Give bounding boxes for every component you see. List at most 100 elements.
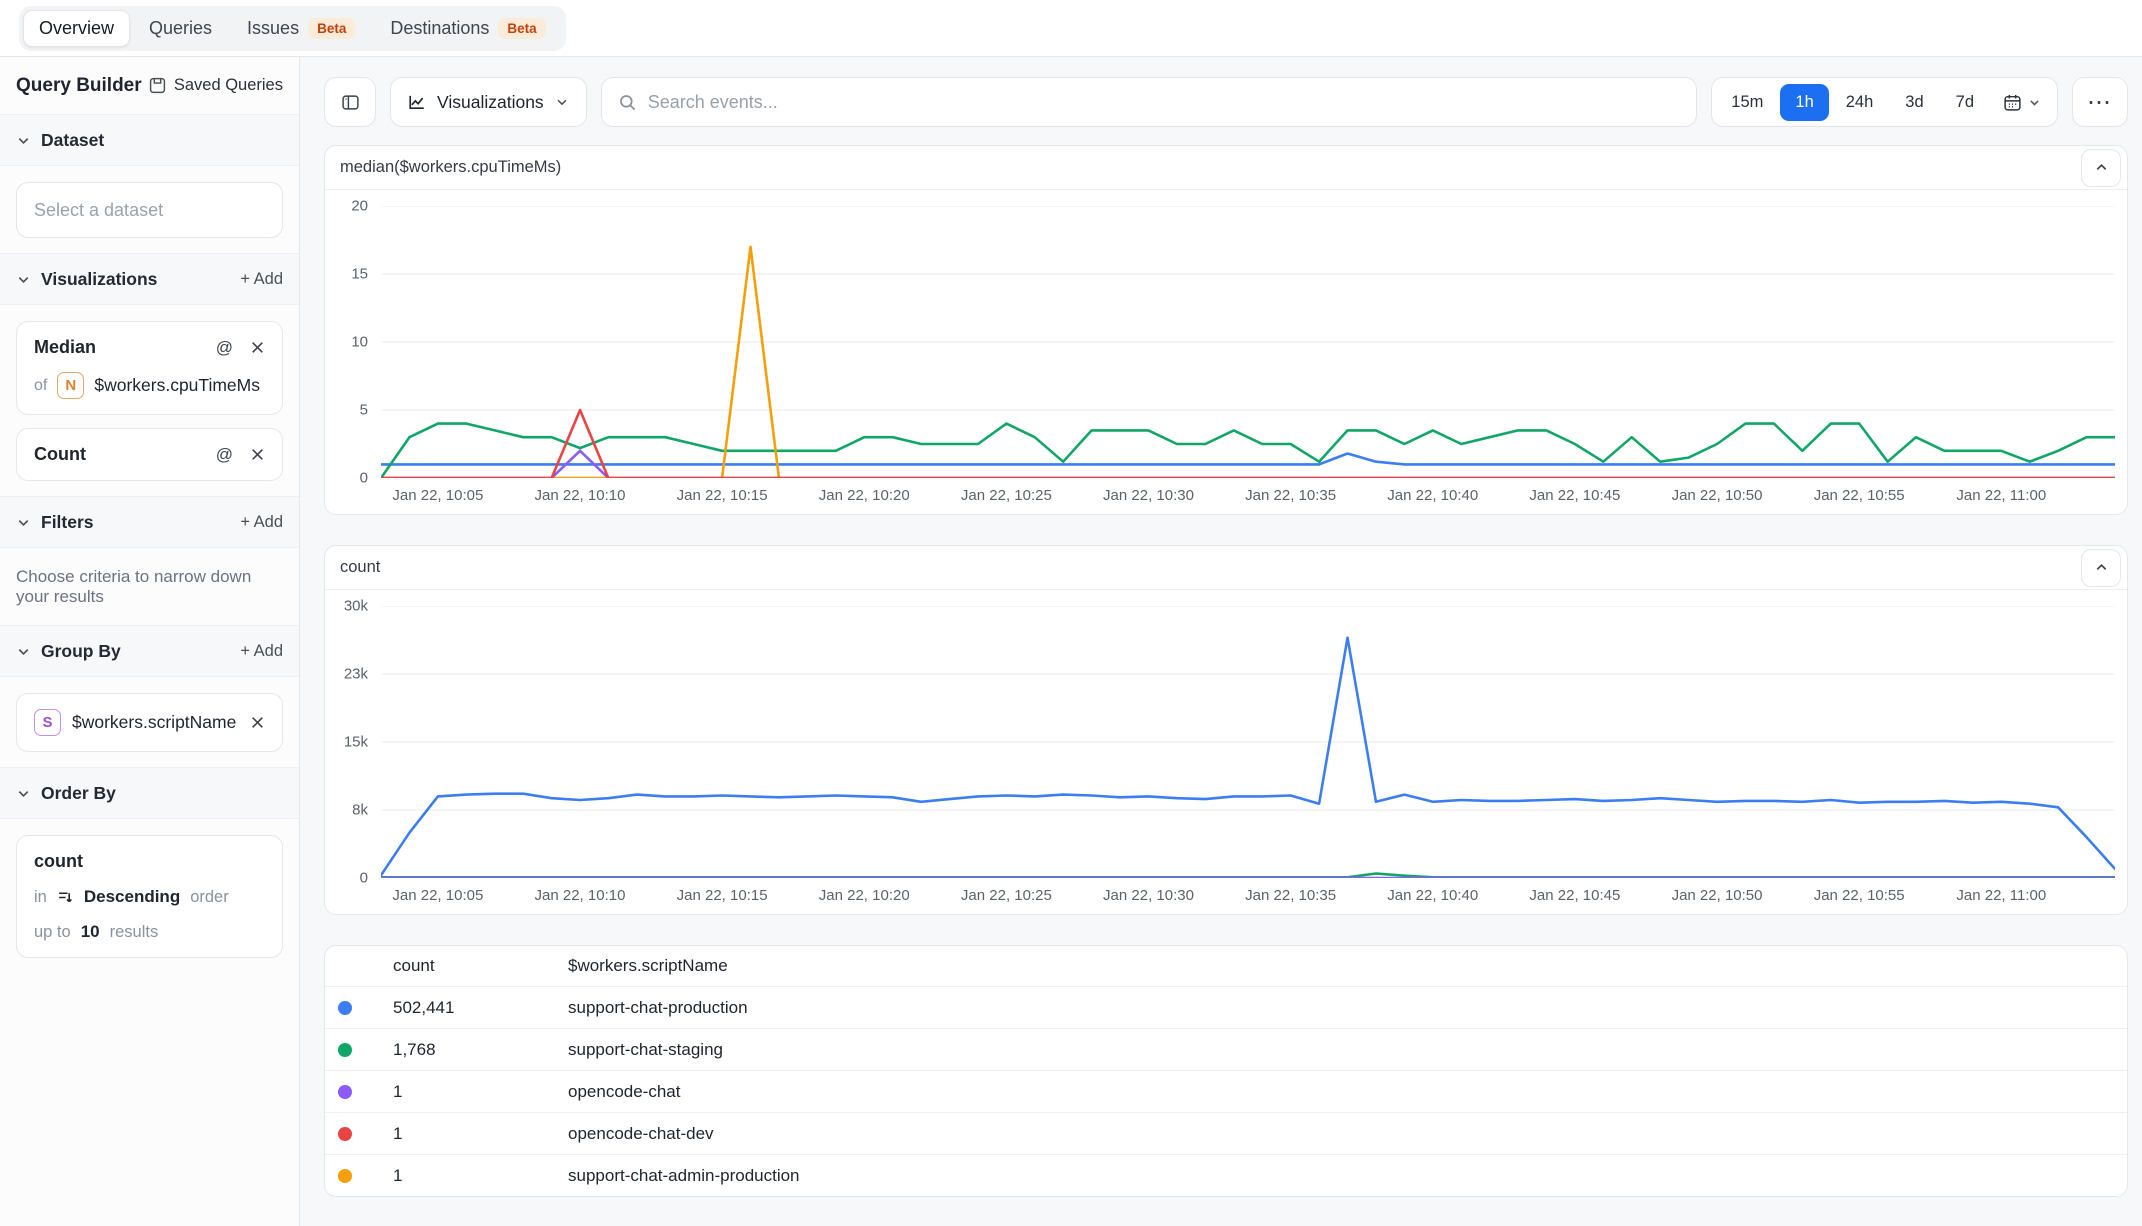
remove-icon[interactable] <box>250 340 265 355</box>
tab-queries[interactable]: Queries <box>133 10 228 47</box>
collapse-panel-button[interactable] <box>2081 148 2121 187</box>
chevron-down-icon <box>18 519 29 526</box>
string-field-badge: S <box>34 709 61 736</box>
alias-icon[interactable]: @ <box>215 337 233 357</box>
chart-plot[interactable] <box>381 606 2115 878</box>
visualizations-dropdown[interactable]: Visualizations <box>390 77 587 127</box>
main-content: Visualizations Search events... 15m 1h 2… <box>300 57 2142 1226</box>
section-filters-header[interactable]: Filters + Add <box>0 496 299 548</box>
visualization-card-count[interactable]: Count @ <box>16 428 283 481</box>
calendar-icon <box>2004 94 2021 111</box>
add-visualization-button[interactable]: + Add <box>240 269 283 288</box>
query-builder-sidebar: Query Builder Saved Queries Dataset Sele… <box>0 57 300 1226</box>
chevron-down-icon <box>2030 99 2039 106</box>
chart-line-icon <box>409 95 424 110</box>
series-color-dot <box>338 1000 352 1015</box>
orderby-field: count <box>34 851 83 871</box>
scriptname-cell: support-chat-admin-production <box>568 1165 800 1185</box>
y-axis: 0 8k 15k 23k 30k <box>343 597 368 887</box>
count-chart-panel: count 0 8k 15k 23k 30k Jan 22, 10:05 Jan 22, … <box>324 545 2128 915</box>
range-15m-button[interactable]: 15m <box>1731 92 1764 111</box>
x-axis: Jan 22, 10:05 Jan 22, 10:10 Jan 22, 10:15 J… <box>392 487 2047 504</box>
range-7d-button[interactable]: 7d <box>1955 92 1974 111</box>
count-cell: 502,441 <box>393 997 455 1017</box>
y-axis: 0 5 10 15 20 <box>351 197 368 487</box>
count-chart[interactable]: 0 8k 15k 23k 30k Jan 22, 10:05 Jan 22, 10:10 J… <box>325 590 2127 914</box>
field-name: $workers.cpuTimeMs <box>94 375 260 395</box>
count-cell: 1 <box>393 1123 403 1143</box>
beta-badge: Beta <box>308 17 356 39</box>
chevron-up-icon <box>2096 564 2106 570</box>
series-color-dot <box>338 1084 352 1099</box>
scriptname-cell: opencode-chat-dev <box>568 1123 714 1143</box>
tab-group: Overview Queries Issues Beta Destination… <box>19 5 566 51</box>
table-row[interactable]: 1 support-chat-admin-production <box>325 1154 2127 1196</box>
range-1h-button[interactable]: 1h <box>1780 83 1829 121</box>
search-icon <box>619 94 635 110</box>
remove-icon[interactable] <box>250 715 265 730</box>
tab-destinations[interactable]: Destinations Beta <box>374 10 561 47</box>
add-groupby-button[interactable]: + Add <box>240 641 283 660</box>
toolbar: Visualizations Search events... 15m 1h 2… <box>324 77 2128 127</box>
table-row[interactable]: 1,768 support-chat-staging <box>325 1028 2127 1070</box>
table-header-row: count $workers.scriptName <box>325 946 2127 986</box>
table-row[interactable]: 1 opencode-chat <box>325 1070 2127 1112</box>
top-nav: Overview Queries Issues Beta Destination… <box>0 0 2142 57</box>
tab-overview[interactable]: Overview <box>23 9 131 47</box>
tab-label: Destinations <box>390 17 490 38</box>
orderby-card[interactable]: count in Descending order up to 10 resul… <box>16 835 283 958</box>
section-orderby-header[interactable]: Order By <box>0 767 299 819</box>
result-limit[interactable]: 10 <box>80 922 100 941</box>
panel-toggle-icon <box>341 94 359 110</box>
tab-label: Overview <box>39 17 115 38</box>
visualization-card-median[interactable]: Median @ of N $workers.cpuTimeMs <box>16 321 283 415</box>
field-name: $workers.scriptName <box>72 712 237 732</box>
range-24h-button[interactable]: 24h <box>1845 92 1874 111</box>
sort-direction[interactable]: Descending <box>83 887 181 906</box>
count-cell: 1 <box>393 1081 403 1101</box>
section-groupby-header[interactable]: Group By + Add <box>0 625 299 677</box>
series-color-dot <box>338 1126 352 1141</box>
range-3d-button[interactable]: 3d <box>1905 92 1924 111</box>
custom-date-range-button[interactable] <box>1991 93 2053 112</box>
alias-icon[interactable]: @ <box>215 444 233 464</box>
add-filter-button[interactable]: + Add <box>240 512 283 531</box>
scriptname-cell: support-chat-production <box>568 997 748 1017</box>
chart-plot[interactable] <box>381 206 2115 478</box>
remove-icon[interactable] <box>250 447 265 462</box>
series-color-dot <box>338 1042 352 1057</box>
count-cell: 1,768 <box>393 1039 436 1059</box>
collapse-panel-button[interactable] <box>2081 548 2121 587</box>
chevron-down-icon <box>18 648 29 655</box>
search-events-input[interactable]: Search events... <box>600 77 1698 127</box>
chevron-down-icon <box>18 137 29 144</box>
chevron-down-icon <box>557 99 567 106</box>
groupby-card[interactable]: S $workers.scriptName <box>16 693 283 752</box>
sort-descending-icon <box>58 891 72 902</box>
tab-label: Queries <box>149 17 213 38</box>
sidebar-title: Query Builder <box>16 74 142 96</box>
more-options-button[interactable]: ⋯ <box>2072 77 2128 127</box>
search-placeholder: Search events... <box>647 91 778 112</box>
sidebar-toggle-button[interactable] <box>324 77 376 127</box>
chevron-up-icon <box>2096 164 2106 170</box>
table-row[interactable]: 502,441 support-chat-production <box>325 986 2127 1028</box>
median-chart[interactable]: 0 5 10 15 20 Jan 22, 10:05 Jan 22, 10:10 Jan 2… <box>325 190 2127 514</box>
series-color-dot <box>338 1168 352 1183</box>
dataset-select-input[interactable]: Select a dataset <box>16 182 283 238</box>
tab-label: Issues <box>247 17 300 38</box>
section-visualizations-header[interactable]: Visualizations + Add <box>0 253 299 305</box>
count-cell: 1 <box>393 1165 403 1185</box>
saved-queries-button[interactable]: Saved Queries <box>149 76 283 95</box>
x-axis: Jan 22, 10:05 Jan 22, 10:10 Jan 22, 10:15 J… <box>392 887 2047 904</box>
table-row[interactable]: 1 opencode-chat-dev <box>325 1112 2127 1154</box>
scriptname-cell: support-chat-staging <box>568 1039 723 1059</box>
chart-title: median($workers.cpuTimeMs) <box>340 158 562 176</box>
section-dataset-header[interactable]: Dataset <box>0 114 299 166</box>
filters-empty-text: Choose criteria to narrow down your resu… <box>16 567 252 606</box>
beta-badge: Beta <box>498 17 546 39</box>
scriptname-cell: opencode-chat <box>568 1081 681 1101</box>
tab-issues[interactable]: Issues Beta <box>231 10 371 47</box>
column-header-count: count <box>393 956 435 975</box>
chevron-down-icon <box>18 276 29 283</box>
